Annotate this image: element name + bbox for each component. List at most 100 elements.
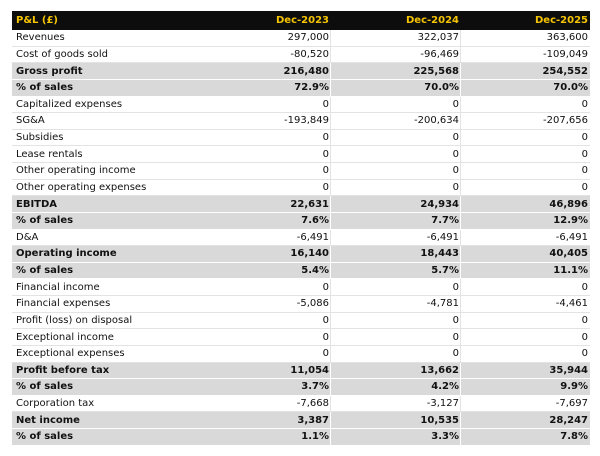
column-divider: [330, 196, 331, 212]
cell-value: 0: [322, 165, 329, 177]
cell-value: 7.6%: [301, 215, 329, 227]
table-row: Financial income 0 0 0: [12, 279, 590, 296]
column-divider: [460, 229, 461, 246]
cell-value: 10,535: [420, 414, 459, 426]
column-divider: [460, 179, 461, 196]
table-row: % of sales 7.6% 7.7% 12.9%: [12, 212, 590, 230]
row-label: Financial income: [16, 281, 100, 293]
cell-value: 3,387: [297, 414, 329, 426]
row-label: Financial expenses: [16, 298, 111, 310]
column-divider: [460, 412, 461, 428]
cell-value: 70.0%: [553, 82, 588, 94]
table-row: Subsidies 0 0 0: [12, 129, 590, 147]
column-divider: [460, 362, 461, 379]
cell-value: 0: [452, 165, 459, 177]
cell-value: -200,634: [414, 115, 459, 127]
table-row: % of sales 72.9% 70.0% 70.0%: [12, 79, 590, 97]
cell-value: 4.2%: [431, 381, 459, 393]
cell-value: 0: [452, 348, 459, 360]
table-row: % of sales 3.7% 4.2% 9.9%: [12, 379, 590, 396]
row-label: % of sales: [16, 265, 74, 277]
cell-value: 35,944: [549, 364, 588, 376]
column-divider: [330, 345, 331, 362]
column-divider: [460, 379, 461, 395]
cell-value: 7.7%: [431, 215, 459, 227]
cell-value: 0: [581, 148, 588, 160]
column-divider: [330, 395, 331, 412]
column-divider: [460, 63, 461, 79]
table-row: Exceptional expenses 0 0 0: [12, 345, 590, 363]
cell-value: 3.7%: [301, 381, 329, 393]
cell-value: 0: [322, 181, 329, 193]
cell-value: 0: [322, 132, 329, 144]
column-divider: [330, 30, 331, 46]
table-row: Revenues 297,000 322,037 363,600: [12, 30, 590, 47]
cell-value: Dec-2024: [406, 15, 459, 26]
cell-value: -96,469: [420, 48, 459, 60]
column-divider: [460, 163, 461, 179]
row-label: Profit before tax: [16, 364, 110, 376]
column-divider: [330, 296, 331, 312]
cell-value: 3.3%: [431, 431, 459, 443]
row-label: EBITDA: [16, 198, 58, 210]
column-divider: [330, 129, 331, 146]
row-label: % of sales: [16, 431, 74, 443]
cell-value: 0: [452, 132, 459, 144]
table-row: Profit (loss) on disposal 0 0 0: [12, 312, 590, 330]
cell-value: 18,443: [420, 248, 459, 260]
column-divider: [460, 113, 461, 129]
cell-value: 7.8%: [560, 431, 588, 443]
cell-value: 72.9%: [294, 82, 329, 94]
row-label: Exceptional income: [16, 331, 114, 343]
cell-value: 0: [322, 281, 329, 293]
cell-value: 225,568: [413, 65, 459, 77]
row-label: Lease rentals: [16, 148, 83, 160]
column-divider: [330, 229, 331, 246]
row-label: Profit (loss) on disposal: [16, 314, 133, 326]
row-label: D&A: [16, 231, 39, 243]
cell-value: -193,849: [284, 115, 329, 127]
table-row: % of sales 5.4% 5.7% 11.1%: [12, 262, 590, 280]
cell-value: -7,697: [555, 398, 588, 410]
column-divider: [460, 279, 461, 295]
column-divider: [460, 146, 461, 162]
cell-value: 46,896: [549, 198, 588, 210]
table-row: Cost of goods sold -80,520 -96,469 -109,049: [12, 46, 590, 64]
cell-value: 40,405: [549, 248, 588, 260]
cell-value: -80,520: [290, 48, 329, 60]
cell-value: 0: [581, 132, 588, 144]
table-row: Lease rentals 0 0 0: [12, 146, 590, 163]
column-divider: [330, 379, 331, 395]
cell-value: -6,491: [555, 231, 588, 243]
table-row: Corporation tax -7,668 -3,127 -7,697: [12, 395, 590, 413]
cell-value: 322,037: [417, 32, 459, 44]
cell-value: -207,656: [543, 115, 588, 127]
cell-value: 0: [581, 314, 588, 326]
cell-value: -4,781: [426, 298, 459, 310]
cell-value: -6,491: [426, 231, 459, 243]
column-divider: [460, 296, 461, 312]
cell-value: 5.4%: [301, 265, 329, 277]
table-row: Net income 3,387 10,535 28,247: [12, 412, 590, 429]
cell-value: 0: [452, 181, 459, 193]
column-divider: [460, 246, 461, 262]
cell-value: 11,054: [290, 364, 329, 376]
cell-value: 0: [581, 281, 588, 293]
cell-value: 0: [322, 148, 329, 160]
cell-value: 363,600: [546, 32, 588, 44]
cell-value: Dec-2023: [276, 15, 329, 26]
cell-value: 22,631: [290, 198, 329, 210]
cell-value: -3,127: [426, 398, 459, 410]
row-label: Exceptional expenses: [16, 348, 125, 360]
table-row: Operating income 16,140 18,443 40,405: [12, 246, 590, 263]
cell-value: -109,049: [543, 48, 588, 60]
column-divider: [460, 395, 461, 412]
cell-value: 0: [452, 281, 459, 293]
column-divider: [330, 63, 331, 79]
column-divider: [330, 179, 331, 196]
header-row: P&L (£) Dec-2023 Dec-2024 Dec-2025: [12, 11, 590, 30]
cell-value: -7,668: [296, 398, 329, 410]
column-divider: [330, 429, 331, 445]
cell-value: 24,934: [420, 198, 459, 210]
cell-value: 0: [452, 148, 459, 160]
